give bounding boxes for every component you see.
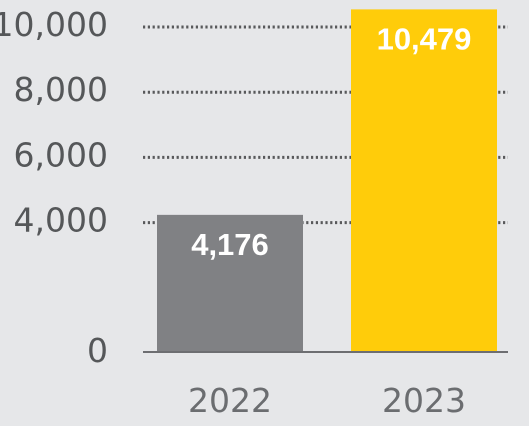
- y-axis-tick-labels: 0 4,000 6,000 8,000 10,000: [0, 5, 108, 370]
- bar-2022: [157, 214, 303, 351]
- y-tick-label: 0: [87, 331, 108, 370]
- y-tick-label: 4,000: [14, 201, 108, 240]
- x-tick-label: 2022: [188, 381, 272, 420]
- bar-value-label: 10,479: [377, 21, 472, 56]
- y-tick-label: 10,000: [0, 5, 108, 44]
- y-tick-label: 6,000: [14, 135, 108, 174]
- y-tick-label: 8,000: [14, 70, 108, 109]
- bars: [157, 9, 497, 351]
- bar-2023: [351, 9, 497, 351]
- x-axis-tick-labels: 2022 2023: [188, 381, 466, 420]
- bar-value-labels: 4,176 10,479: [191, 21, 471, 261]
- bar-value-label: 4,176: [191, 227, 269, 262]
- x-tick-label: 2023: [382, 381, 466, 420]
